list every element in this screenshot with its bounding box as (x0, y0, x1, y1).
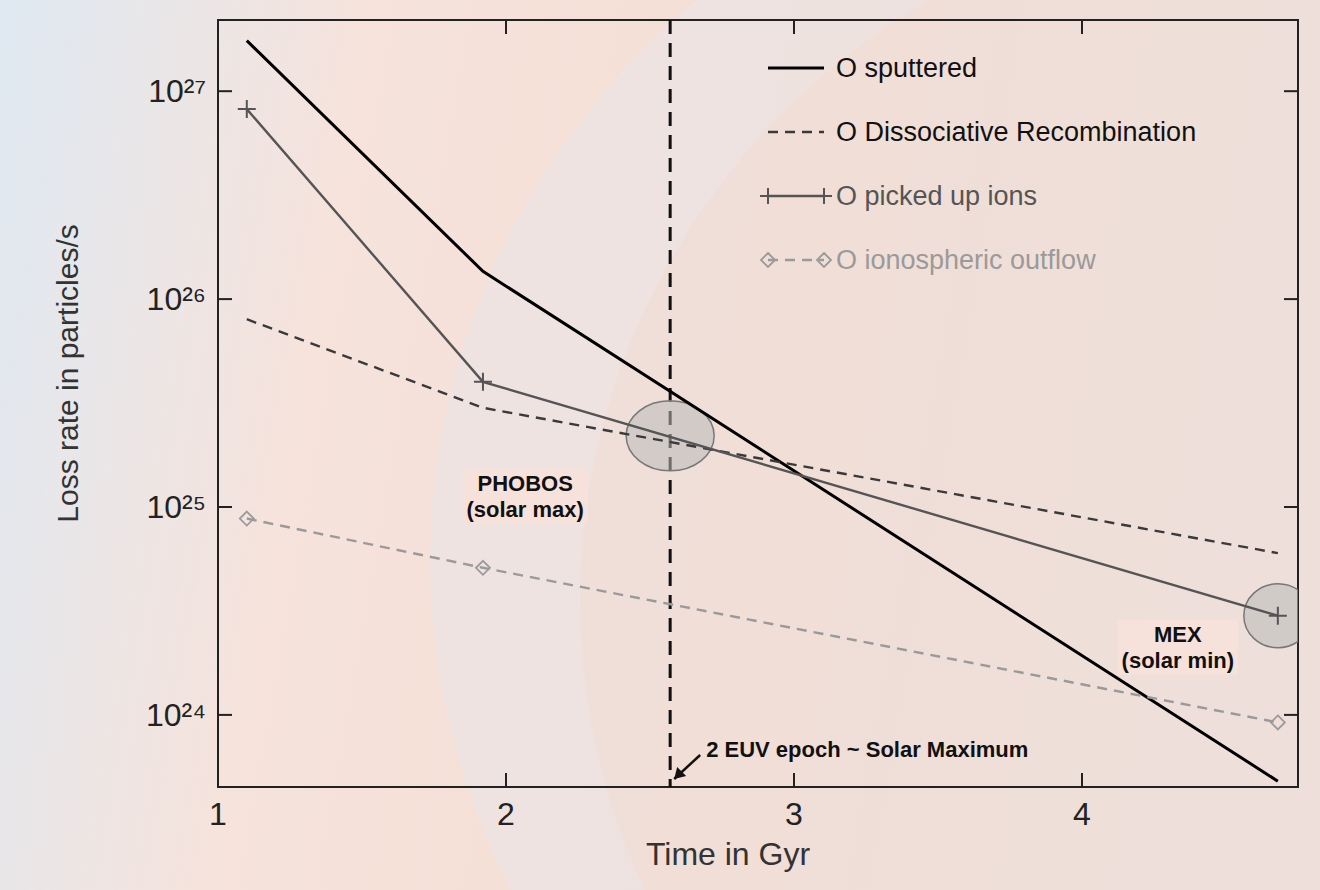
legend-line (768, 131, 824, 133)
legend-marker (817, 253, 831, 267)
x-tick-label: 1 (209, 796, 227, 832)
annotation: (solar max) (466, 497, 583, 522)
label-patch (462, 469, 587, 524)
legend-marker (760, 188, 832, 204)
series-line (247, 109, 1278, 616)
marker (238, 100, 256, 118)
marker (1269, 607, 1287, 625)
marker (240, 512, 254, 526)
x-tick (1081, 20, 1083, 34)
y-tick-label: 10²⁶ (147, 281, 206, 317)
annotation: 2 EUV epoch ~ Solar Maximum (706, 737, 1028, 762)
legend-line (768, 259, 824, 261)
y-tick (1284, 714, 1298, 716)
legend-label: O Dissociative Recombination (836, 117, 1196, 147)
legend-label: O ionospheric outflow (836, 245, 1096, 275)
y-tick (218, 90, 232, 92)
x-tick (505, 773, 507, 787)
y-tick-label: 10²⁷ (148, 73, 206, 109)
x-tick (793, 20, 795, 34)
x-tick (1081, 773, 1083, 787)
marker (1271, 715, 1285, 729)
y-tick (1284, 90, 1298, 92)
marker (474, 373, 492, 391)
y-tick (1284, 298, 1298, 300)
x-tick-label: 2 (497, 796, 515, 832)
y-tick-label: 10²⁵ (146, 489, 206, 525)
x-tick (217, 20, 219, 34)
background-shape (430, 0, 1320, 890)
y-axis-title: Loss rate in particles/s (51, 224, 84, 522)
series-line (247, 519, 1278, 723)
series-line (247, 319, 1278, 553)
marker (476, 561, 490, 575)
x-tick (505, 20, 507, 34)
y-tick (218, 714, 232, 716)
legend-line (768, 195, 824, 197)
series-line (247, 41, 1278, 782)
annotation: (solar min) (1122, 648, 1234, 673)
x-tick-label: 3 (785, 796, 803, 832)
annotation: MEX (1154, 622, 1202, 647)
label-patch (1118, 620, 1238, 675)
annotation-arrow (674, 755, 700, 779)
legend-label: O picked up ions (836, 181, 1037, 211)
legend-line (768, 67, 824, 70)
annotation: PHOBOS (477, 471, 572, 496)
legend-marker (761, 253, 775, 267)
plot-area (238, 20, 1298, 787)
x-tick-label: 4 (1073, 796, 1091, 832)
annotation-arrowhead (674, 767, 686, 779)
y-tick (1284, 506, 1298, 508)
highlight-ellipse (1244, 584, 1298, 648)
x-tick (217, 773, 219, 787)
x-axis-title: Time in Gyr (646, 836, 811, 872)
x-tick (793, 773, 795, 787)
y-tick-label: 10²⁴ (146, 697, 206, 733)
plot-frame (218, 20, 1298, 787)
chart: 10²⁴ 10²⁵ 10²⁶ 10²⁷ 1 2 3 4 Time in Gyr Loss rate… (0, 0, 1320, 890)
y-tick (218, 298, 232, 300)
y-tick (218, 506, 232, 508)
legend-label: O sputtered (836, 53, 977, 83)
